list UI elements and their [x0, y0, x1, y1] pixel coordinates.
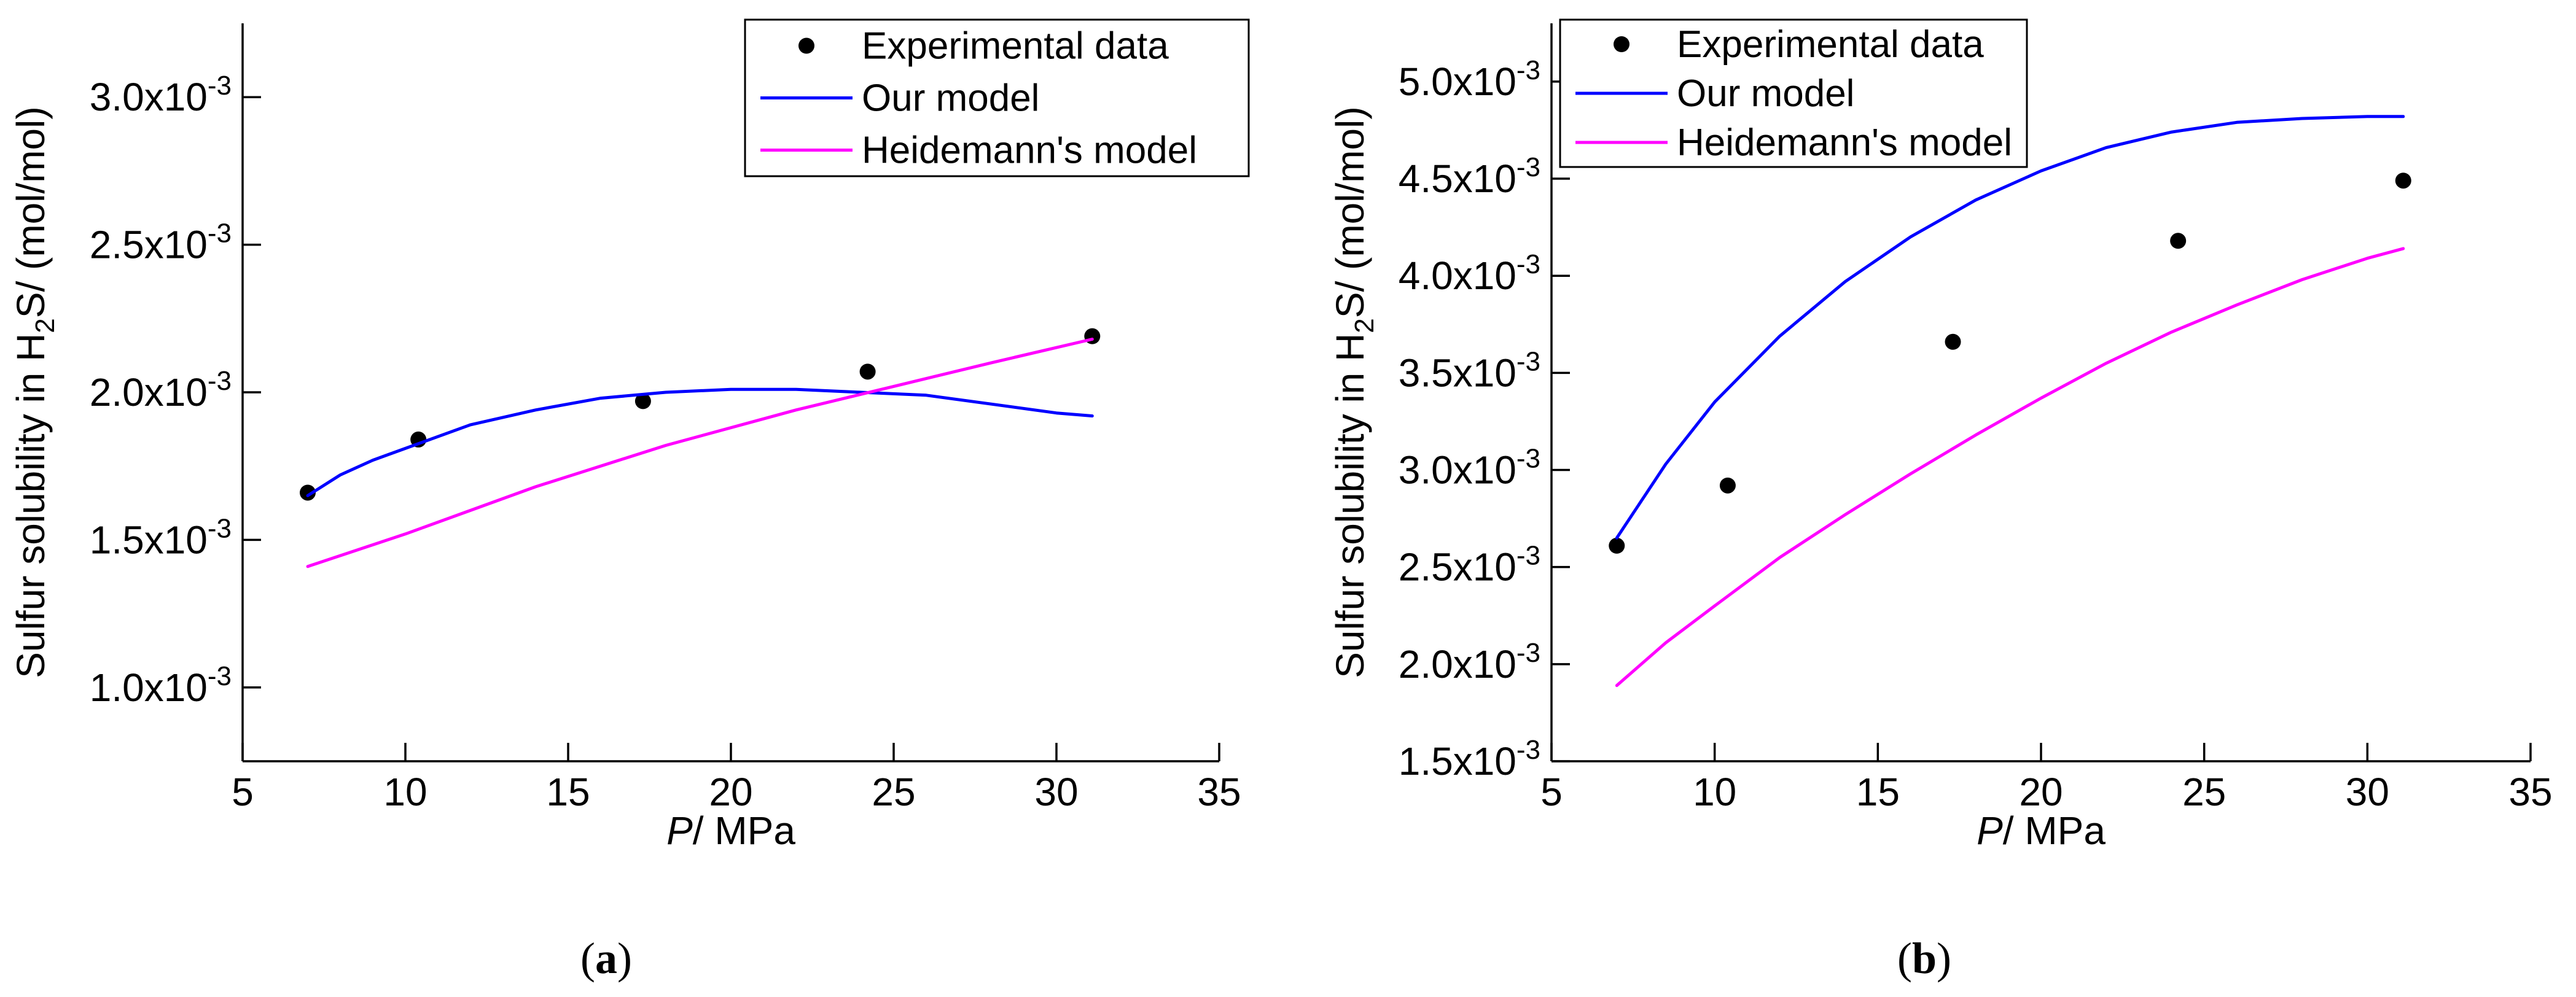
- legend-label: Heidemann's model: [862, 130, 1197, 172]
- data-point: [634, 393, 651, 409]
- x-tick-label: 15: [1856, 770, 1900, 814]
- data-point: [1719, 477, 1736, 494]
- x-tick-label: 10: [1693, 770, 1736, 814]
- x-tick-label: 5: [232, 770, 254, 814]
- series-line-heidemann-s-model: [306, 338, 1094, 568]
- data-point: [2170, 233, 2187, 249]
- panel-caption: (a): [580, 934, 632, 983]
- y-tick-label: 2.0x10-3: [90, 366, 232, 414]
- series-line-our-model: [306, 387, 1094, 497]
- x-tick-label: 25: [872, 770, 915, 814]
- x-tick-label: 20: [2019, 770, 2063, 814]
- y-tick-label: 3.0x10-3: [90, 71, 232, 119]
- data-point: [2395, 173, 2411, 189]
- legend-label: Experimental data: [862, 25, 1169, 68]
- y-tick-label: 5.0x10-3: [1399, 55, 1540, 104]
- data-point: [1609, 537, 1625, 554]
- y-axis-title: Sulfur solubility in H2S/ (mol/mol): [9, 106, 60, 678]
- chart-panel-a: 5 10 15 20 25 30 35 1.0x10-3 1.5x10-3 2.0x10-3 2.5…: [9, 18, 1250, 983]
- legend-label: Experimental data: [1677, 23, 1984, 66]
- x-tick-label: 15: [546, 770, 590, 814]
- legend-label: Our model: [1677, 72, 1854, 115]
- y-axis-title: Sulfur solubility in H2S/ (mol/mol): [1328, 106, 1380, 678]
- y-tick-label: 2.5x10-3: [90, 219, 232, 267]
- series-line-heidemann-s-model: [1615, 247, 2405, 688]
- x-tick-label: 20: [709, 770, 752, 814]
- data-point: [859, 363, 876, 380]
- panel-caption: (b): [1897, 934, 1951, 983]
- series-line-our-model: [1615, 115, 2405, 540]
- x-tick-label: 10: [383, 770, 427, 814]
- data-point: [300, 484, 316, 501]
- x-tick-label: 5: [1540, 770, 1563, 814]
- y-tick-label: 2.5x10-3: [1399, 541, 1540, 589]
- y-tick-label: 3.0x10-3: [1399, 444, 1540, 492]
- legend-marker-scatter: [798, 37, 814, 54]
- x-axis-title: P/ MPa: [1977, 809, 2106, 853]
- x-axis-title: P/ MPa: [666, 809, 795, 853]
- x-tick-label: 35: [1197, 770, 1241, 814]
- y-tick-label: 1.0x10-3: [90, 661, 232, 710]
- data-point: [1945, 333, 1961, 350]
- x-tick-label: 30: [2346, 770, 2389, 814]
- legend-label: Heidemann's model: [1677, 122, 2012, 164]
- y-tick-label: 1.5x10-3: [90, 513, 232, 562]
- legend-label: Our model: [862, 77, 1039, 120]
- y-tick-label: 4.0x10-3: [1399, 249, 1540, 298]
- x-tick-label: 35: [2508, 770, 2552, 814]
- chart-panel-b: 5 10 15 20 25 30 35 1.5x10-3 2.0x10-3 2.5x10-3 3.0…: [1328, 18, 2553, 983]
- y-tick-label: 3.5x10-3: [1399, 346, 1540, 395]
- y-tick-label: 1.5x10-3: [1399, 735, 1540, 783]
- y-tick-label: 4.5x10-3: [1399, 152, 1540, 201]
- legend-marker-scatter: [1614, 36, 1630, 52]
- x-tick-label: 30: [1034, 770, 1078, 814]
- y-tick-label: 2.0x10-3: [1399, 638, 1540, 686]
- x-tick-label: 25: [2182, 770, 2226, 814]
